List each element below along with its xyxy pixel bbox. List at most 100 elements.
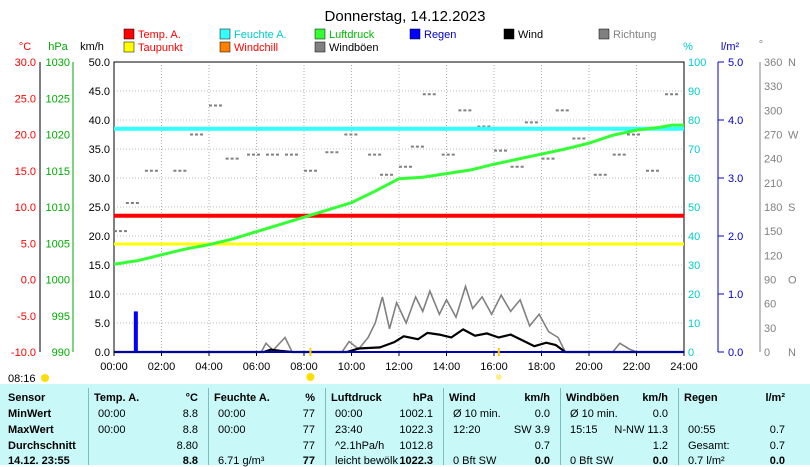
- tick-label-rain: 1.0: [728, 289, 743, 301]
- table-group-2: Luftdruck hPa 00:00 1002.1 23:40 1022.3 ^2.1hP…: [325, 384, 441, 467]
- row-labels-column: Sensor MinWert MaxWert Durchschnitt 14.1…: [0, 384, 88, 467]
- tick-label-x: 22:00: [623, 361, 651, 373]
- table-cell-value: 1022.3: [399, 455, 433, 467]
- legend-swatch: [598, 28, 610, 40]
- table-cell-label: 0 Bft SW: [453, 455, 497, 467]
- tick-label-humidity: 30: [688, 260, 700, 272]
- tick-label-direction: 60: [764, 299, 776, 311]
- tick-label-x: 06:00: [243, 361, 271, 373]
- tick-label-humidity: 90: [688, 86, 700, 98]
- table-cell-label: 00:00: [218, 424, 246, 436]
- tick-label-temp: 25.0: [15, 93, 36, 105]
- table-cell-value: 0.0: [769, 455, 785, 467]
- tick-label-pressure: 1005: [46, 238, 70, 250]
- table-group-3: Wind km/h Ø 10 min. 0.0 12:20 SW 3.9 0.7 0 Bft …: [443, 384, 558, 467]
- tick-label-rain: 5.0: [728, 57, 743, 69]
- row-label: Sensor: [8, 392, 46, 404]
- table-cell-label: 0 Bft SW: [570, 455, 614, 467]
- table-cell-value: SW 3.9: [513, 424, 550, 436]
- tick-label-x: 14:00: [433, 361, 461, 373]
- tick-label-direction: 0: [764, 347, 770, 359]
- compass-label: N: [788, 57, 796, 69]
- legend-label: Windchill: [234, 42, 278, 54]
- table-cell-label: 23:40: [335, 424, 363, 436]
- table-cell-label: Ø 10 min.: [453, 408, 501, 420]
- tick-label-rain: 0.0: [728, 347, 743, 359]
- column-divider: [678, 388, 679, 465]
- axis-unit-pressure: hPa: [48, 41, 68, 53]
- tick-label-wind: 35.0: [89, 144, 110, 156]
- sunrise-legend-icon: [41, 374, 49, 382]
- axis-unit-rain: l/m²: [721, 41, 740, 53]
- tick-label-humidity: 50: [688, 202, 700, 214]
- tick-label-direction: 210: [764, 178, 782, 190]
- tick-label-humidity: 100: [688, 57, 706, 69]
- tick-label-wind: 5.0: [95, 318, 110, 330]
- tick-label-pressure: 1010: [46, 202, 70, 214]
- table-cell-value: 0.0: [534, 455, 550, 467]
- table-unit: %: [305, 392, 315, 404]
- tick-label-direction: 30: [764, 323, 776, 335]
- table-cell-label: Gesamt:: [688, 440, 730, 452]
- legend-label: Wind: [518, 29, 543, 41]
- legend-label: Taupunkt: [138, 42, 183, 54]
- legend-swatch: [219, 41, 231, 53]
- table-cell-value: 8.8: [182, 408, 198, 420]
- column-divider: [88, 388, 89, 465]
- series-line-luftdruck: [113, 123, 684, 266]
- tick-label-x: 24:00: [670, 361, 698, 373]
- tick-label-x: 18:00: [528, 361, 556, 373]
- tick-label-temp: 0.0: [21, 275, 36, 287]
- tick-label-pressure: 995: [52, 311, 70, 323]
- table-cell-value: 8.8: [182, 424, 198, 436]
- table-unit: l/m²: [765, 392, 785, 404]
- legend-swatch: [123, 41, 135, 53]
- table-header: Wind: [449, 392, 476, 404]
- series-line-windboeen: [114, 283, 684, 353]
- tick-label-wind: 20.0: [89, 231, 110, 243]
- sunrise-icon: [306, 373, 315, 381]
- table-cell-value: 1.2: [652, 440, 668, 452]
- table-cell-value: 8.80: [176, 440, 198, 452]
- table-cell-value: 0.0: [652, 408, 668, 420]
- axis-unit-direction: °: [759, 39, 763, 51]
- table-group-1: Feuchte A.% 00:00 77 00:00 77 77 6.71 g/m³ 77: [208, 384, 323, 467]
- tick-label-direction: 150: [764, 226, 782, 238]
- column-divider: [560, 388, 561, 465]
- table-cell-label: 00:00: [218, 408, 246, 420]
- table-cell-value: N-NW 11.3: [614, 424, 668, 436]
- weather-chart: Donnerstag, 14.12.2023 Temp. A. Feuchte A.…: [8, 8, 799, 384]
- table-group-4: Windböen km/h Ø 10 min. 0.0 15:15 N-NW 11.3 1.…: [560, 384, 676, 467]
- tick-label-x: 10:00: [338, 361, 366, 373]
- tick-label-direction: 360: [764, 57, 782, 69]
- tick-label-x: 08:00: [290, 361, 318, 373]
- legend-label: Feuchte A.: [234, 29, 287, 41]
- row-label: MaxWert: [8, 424, 54, 436]
- table-cell-value: 77: [302, 424, 315, 436]
- row-label: MinWert: [8, 408, 52, 420]
- tick-label-x: 12:00: [385, 361, 413, 373]
- tick-label-direction: 300: [764, 105, 782, 117]
- table-cell-label: 0.7 l/m²: [688, 455, 725, 467]
- legend-swatch: [503, 28, 515, 40]
- tick-label-pressure: 1015: [46, 166, 70, 178]
- legend-label: Regen: [424, 29, 456, 41]
- tick-label-wind: 25.0: [89, 202, 110, 214]
- table-unit: km/h: [524, 392, 550, 404]
- tick-label-humidity: 0: [688, 347, 694, 359]
- tick-label-temp: 20.0: [15, 130, 36, 142]
- table-cell-label: leicht bewölk: [335, 455, 398, 467]
- table-cell-value: 1002.1: [399, 408, 433, 420]
- tick-label-pressure: 1030: [46, 57, 70, 69]
- tick-label-pressure: 1000: [46, 275, 70, 287]
- tick-label-direction: 180: [764, 202, 782, 214]
- tick-label-humidity: 20: [688, 289, 700, 301]
- axis-unit-temp: °C: [19, 41, 31, 53]
- table-cell-value: 1022.3: [399, 424, 433, 436]
- tick-label-temp: 30.0: [15, 57, 36, 69]
- table-cell-value: 1012.8: [399, 440, 433, 452]
- row-label: 14.12. 23:55: [8, 455, 70, 467]
- tick-label-wind: 40.0: [89, 115, 110, 127]
- tick-label-rain: 4.0: [728, 115, 743, 127]
- column-divider: [325, 388, 326, 465]
